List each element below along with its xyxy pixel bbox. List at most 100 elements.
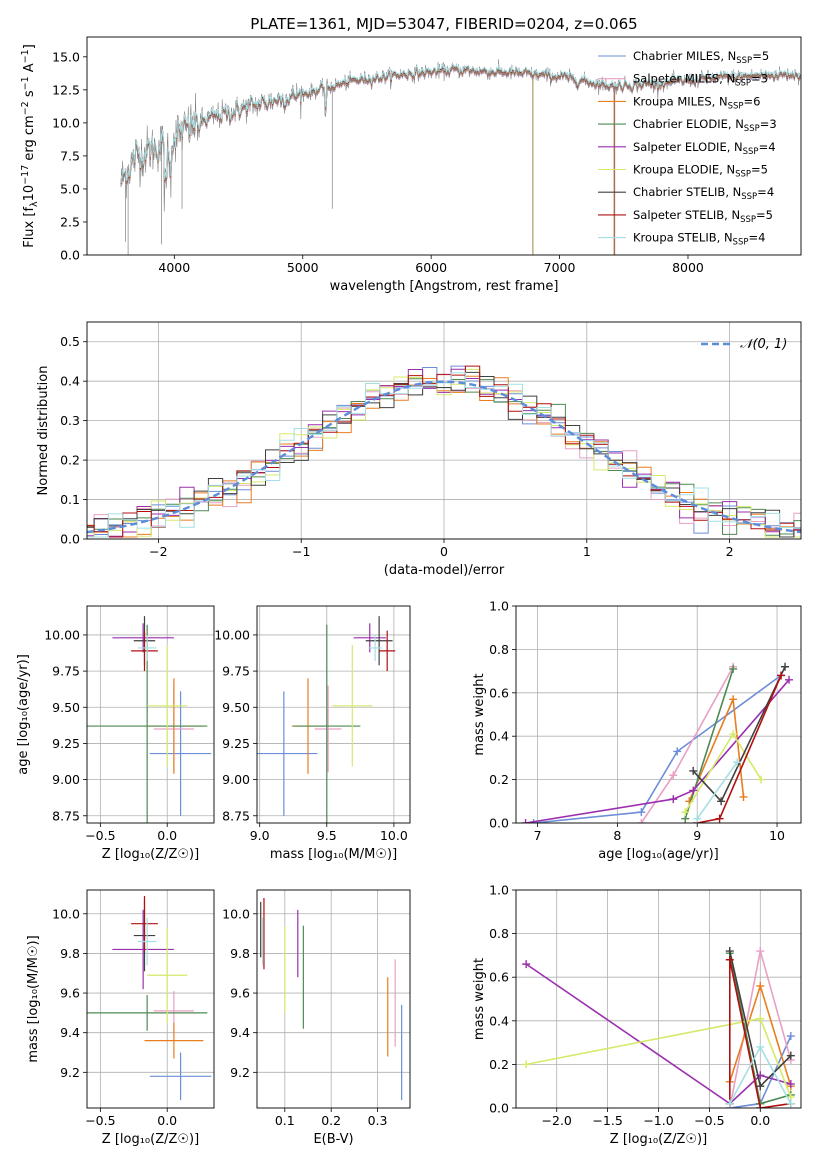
errorbar-kroupa-stelib (137, 917, 157, 966)
y-axis-label-part: A (22, 63, 37, 76)
y-tick-label: 8.75 (222, 808, 250, 823)
y-tick-label: 9.00 (52, 772, 80, 787)
y-tick-label: 0.5 (60, 334, 80, 349)
y-tick-label: 9.6 (60, 986, 80, 1001)
legend-series-name: Chabrier ELODIE (633, 117, 728, 131)
x-tick-label: −2 (149, 544, 167, 559)
x-tick-label: 4000 (158, 260, 190, 275)
x-tick-label: 7000 (544, 260, 576, 275)
weight-point-marker (729, 695, 738, 704)
y-tick-label: 0.1 (60, 492, 80, 507)
y-axis-label: mass [log₁₀(M/M☉)] (26, 935, 41, 1062)
y-tick-label: 0.8 (489, 642, 509, 657)
legend-label: Salpeter MILES, NSSP=3 (633, 72, 768, 89)
x-tick-label: 9 (693, 828, 701, 843)
plot-area-age-vs-mass (257, 616, 396, 823)
x-tick-label: 7 (534, 828, 542, 843)
legend-eq: = (752, 49, 762, 63)
y-axis-label: age [log₁₀(age/yr)] (16, 654, 31, 775)
errorbar-salpeter-stelib (131, 630, 158, 672)
errorbar-chabrier-elodie (87, 995, 208, 1031)
legend-nssp-sub: SSP (744, 124, 760, 134)
legend-label: 𝒩(0, 1) (740, 337, 787, 352)
x-tick-label: −0.5 (85, 1113, 115, 1128)
y-tick-label: 9.25 (52, 736, 80, 751)
y-axis-label-part: −1 (20, 49, 31, 63)
weight-point-marker (786, 1051, 795, 1060)
legend-nssp-value: 4 (758, 231, 765, 245)
y-tick-label: 9.50 (52, 700, 80, 715)
legend-nssp: N (734, 140, 743, 154)
legend-sep: , (717, 231, 724, 245)
legend-nssp-sub: SSP (733, 238, 749, 248)
errorbar-salpeter-stelib (379, 630, 396, 672)
x-tick-label: 0.3 (368, 1113, 388, 1128)
x-axis-label: (data-model)/error (384, 563, 505, 578)
x-tick-label: 10 (769, 828, 785, 843)
y-tick-label: 10.00 (44, 627, 80, 642)
weight-line-salpeter-elodie (525, 679, 790, 823)
legend-label: Kroupa MILES, NSSP=6 (633, 94, 760, 111)
y-tick-label: 10.0 (52, 115, 80, 130)
weight-point-marker (637, 819, 646, 823)
legend-nssp-sub: SSP (741, 192, 757, 202)
legend-sep: , (719, 72, 726, 86)
weight-line-salpeter-stelib (729, 959, 791, 1108)
legend-series-name: Salpeter MILES (633, 72, 719, 86)
y-tick-label: 9.50 (222, 700, 250, 715)
legend-eq: = (757, 185, 767, 199)
y-axis-label-part: ] (22, 44, 37, 49)
weight-point-marker (781, 662, 790, 671)
errorbar-chabrier-miles (257, 691, 318, 816)
y-tick-label: 5.0 (60, 181, 80, 196)
weight-point-marker (522, 1060, 531, 1069)
legend-series-name: Kroupa ELODIE (633, 163, 719, 177)
weight-line-kroupa-stelib (696, 761, 738, 820)
axes-frame (86, 321, 802, 540)
legend-nssp-sub: SSP (736, 56, 752, 66)
legend-series-name: Chabrier STELIB (633, 185, 725, 199)
weight-line-chabrier-miles (533, 674, 782, 823)
weight-point-marker (786, 1080, 795, 1089)
legend-nssp-value: 3 (769, 117, 776, 131)
legend-sep: , (724, 208, 731, 222)
weight-point-marker (786, 1032, 795, 1041)
y-tick-label: 0.4 (489, 1013, 509, 1028)
errorbar-salpeter-elodie (112, 909, 174, 990)
plot-area-residuals (87, 365, 801, 538)
y-tick-label: 0.6 (489, 970, 509, 985)
errorbar-chabrier-miles (149, 1052, 212, 1101)
weight-point-marker (725, 1099, 734, 1108)
x-tick-label: −0.5 (85, 828, 115, 843)
y-tick-label: 9.75 (222, 664, 250, 679)
weight-point-marker (673, 747, 682, 756)
y-axis-label: mass weight (472, 958, 487, 1040)
legend-sep: , (727, 140, 734, 154)
y-tick-label: 9.4 (230, 1025, 250, 1040)
legend-eq: = (756, 208, 766, 222)
errorbar-salpeter-miles (314, 685, 342, 773)
weight-point-marker (529, 819, 538, 823)
axes-frame (256, 889, 411, 1109)
weight-point-marker (669, 795, 678, 804)
legend-sep: , (712, 94, 719, 108)
weight-point-marker (725, 947, 734, 956)
weight-point-marker (729, 730, 738, 739)
axes-age-vs-Z: −0.5 0.0 8.75 9.00 9.25 9.50 9.75 10.00 Z [log₁₀… (16, 605, 215, 862)
errorbar-chabrier-miles (149, 691, 212, 816)
errorbar-chabrier-elodie (293, 624, 361, 823)
x-axis-label: E(B-V) (313, 1132, 353, 1147)
axes-spectrum: 4000 5000 6000 7000 8000 0.0 2.5 5.0 7.5 10.0 12.5… (20, 36, 802, 294)
legend-label: Kroupa ELODIE, NSSP=5 (633, 163, 768, 180)
y-tick-label: 9.25 (222, 736, 250, 751)
legend-nssp-sub: SSP (735, 79, 751, 89)
axes-frame (515, 889, 802, 1109)
errorbar-kroupa-elodie (147, 645, 188, 767)
axes-mass-vs-EBV: 0.1 0.2 0.3 9.2 9.4 9.6 9.8 10.0 E(B-V) (222, 889, 411, 1147)
y-axis-label-part: −2 (20, 101, 31, 115)
errorbar-chabrier-stelib (365, 616, 393, 666)
x-tick-label: 0.0 (157, 1113, 177, 1128)
residual-histogram-kroupa-miles (87, 375, 801, 538)
legend-label: Chabrier MILES, NSSP=5 (633, 49, 769, 66)
